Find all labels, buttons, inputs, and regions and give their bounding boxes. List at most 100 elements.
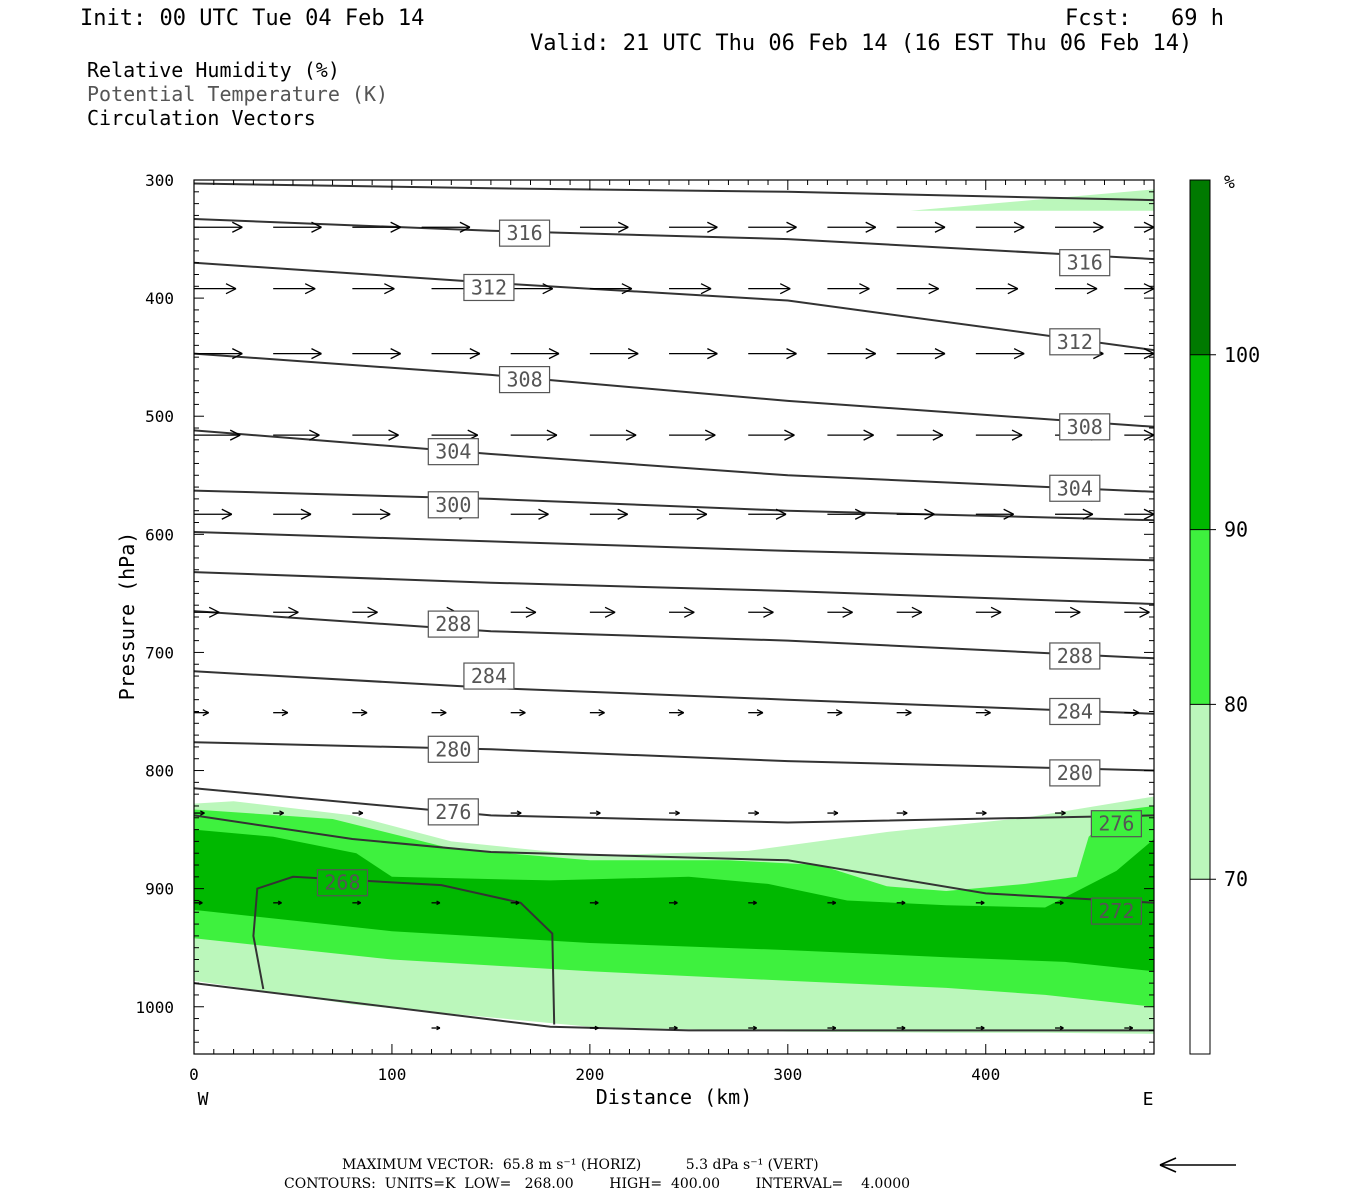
vector-arrow: [194, 429, 241, 441]
theta-label: 300: [435, 493, 471, 517]
y-tick-label: 400: [145, 289, 174, 308]
vector-arrow: [827, 810, 839, 816]
colorbar-label: 90: [1224, 518, 1248, 542]
vector-arrow: [431, 709, 447, 717]
theta-label: 284: [1057, 699, 1093, 723]
vector-arrow: [669, 429, 716, 441]
vector-arrow: [896, 1025, 906, 1031]
vector-arrow: [589, 709, 605, 717]
vector-arrow: [1055, 221, 1104, 233]
vector-arrow: [1124, 429, 1155, 441]
vector-arrow: [896, 606, 923, 618]
vector-arrow: [748, 606, 774, 618]
vector-arrow: [827, 1025, 837, 1031]
theta-label: 316: [506, 221, 542, 245]
vector-arrow: [579, 221, 629, 233]
vector-arrow: [273, 348, 322, 360]
colorbar-frame: [1189, 179, 1211, 1055]
vector-arrow: [352, 606, 378, 618]
vector-arrow: [975, 900, 985, 906]
vector-arrow: [896, 900, 906, 906]
rh-region-70-0: [910, 189, 1154, 211]
vector-arrow: [589, 1025, 599, 1031]
y-axis-label: Pressure (hPa): [115, 532, 139, 701]
theta-label-box: [1049, 328, 1101, 356]
vector-arrow: [669, 348, 718, 360]
theta-label: 304: [435, 440, 471, 464]
colorbar-label: 70: [1224, 867, 1248, 891]
x-axis-label: Distance (km): [596, 1085, 753, 1109]
vector-arrow: [589, 900, 599, 906]
vector-arrow: [896, 709, 912, 717]
vector-arrow: [589, 508, 628, 520]
vector-arrow: [896, 810, 908, 816]
vector-arrow: [1124, 283, 1155, 295]
y-tick-label: 300: [145, 171, 174, 190]
rh-fill-layer: [194, 189, 1154, 1034]
vector-arrow: [273, 508, 312, 520]
x-tick-label: 200: [575, 1065, 604, 1084]
vector-arrow: [975, 1025, 985, 1031]
y-tick-label: 700: [145, 643, 174, 662]
vector-arrow: [748, 810, 760, 816]
theta-isoline-316-0: [194, 182, 1154, 202]
theta-label-box: [463, 662, 515, 690]
vector-arrow: [194, 283, 237, 295]
theta-label: 284: [471, 664, 507, 688]
vector-arrow: [589, 810, 601, 816]
vector-arrow: [1055, 900, 1064, 906]
colorbar-layer: 70 80 90 100: [1189, 179, 1260, 1055]
vector-arrow: [510, 429, 558, 441]
vector-arrow: [1124, 1025, 1133, 1031]
vector-arrow: [352, 709, 368, 717]
theta-isoline-304-4: [194, 429, 1154, 493]
colorbar-segment: [1190, 529, 1210, 705]
theta-isoline-284-9: [194, 670, 1154, 715]
vector-arrow: [827, 348, 876, 360]
vector-arrow: [1055, 508, 1094, 520]
theta-label: 308: [506, 368, 542, 392]
theta-label: 308: [1067, 415, 1103, 439]
vector-arrow: [748, 900, 757, 906]
theta-label-box: [316, 869, 369, 897]
vector-arrow: [194, 606, 220, 618]
vector-arrow: [975, 429, 1023, 441]
forecast-hour: Fcst: 69 h: [1065, 6, 1224, 31]
theta-label: 280: [435, 737, 471, 761]
theta-label-box: [498, 219, 551, 247]
theta-label: 312: [1057, 330, 1093, 354]
valid-time: Valid: 21 UTC Thu 06 Feb 14 (16 EST Thu …: [530, 31, 1193, 56]
theta-label-box: [1049, 759, 1101, 787]
colorbar-segment: [1190, 879, 1210, 1054]
vector-arrow: [748, 508, 787, 520]
theta-isoline-288-8: [194, 610, 1154, 660]
theta-label-box: [1059, 249, 1111, 277]
vector-arrow: [352, 900, 362, 906]
theta-label: 272: [1098, 899, 1134, 923]
vector-arrow: [273, 283, 316, 295]
vector-arrow: [194, 221, 243, 233]
theta-isoline-296-6: [194, 531, 1154, 562]
vector-arrow: [273, 429, 320, 441]
colorbar-segment: [1190, 180, 1210, 355]
vector-arrow: [510, 810, 522, 816]
vector-arrow: [510, 283, 553, 295]
theta-label: 288: [1057, 644, 1093, 668]
vector-arrow: [975, 709, 991, 717]
vector-arrow: [748, 283, 791, 295]
vector-arrow: [352, 429, 399, 441]
vector-arrow: [510, 900, 520, 906]
colorbar-label: 100: [1224, 343, 1260, 367]
vector-arrow: [896, 283, 939, 295]
theta-label: 312: [471, 275, 507, 299]
theta-label-box: [1090, 810, 1142, 838]
vector-arrow: [1055, 1025, 1064, 1031]
theta-label-box: [427, 438, 479, 466]
theta-label-box: [427, 610, 479, 638]
theta-isoline-272-12: [194, 814, 1154, 904]
colorbar-unit: %: [1224, 172, 1235, 193]
x-tick-label: 0: [189, 1065, 199, 1084]
vector-arrow: [589, 429, 637, 441]
theta-label-box: [1059, 413, 1111, 441]
x-end-label-west: W: [198, 1089, 209, 1110]
